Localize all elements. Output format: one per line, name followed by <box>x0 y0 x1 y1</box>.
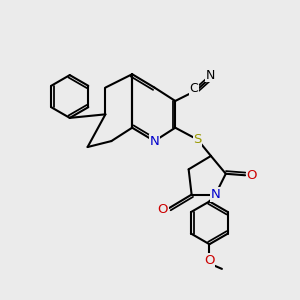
Text: N: N <box>206 69 215 82</box>
Text: C: C <box>190 82 198 95</box>
Text: O: O <box>204 254 215 267</box>
Text: S: S <box>194 133 202 146</box>
Text: N: N <box>211 188 220 201</box>
Text: N: N <box>150 135 159 148</box>
Text: O: O <box>158 203 168 216</box>
Text: O: O <box>246 169 257 182</box>
